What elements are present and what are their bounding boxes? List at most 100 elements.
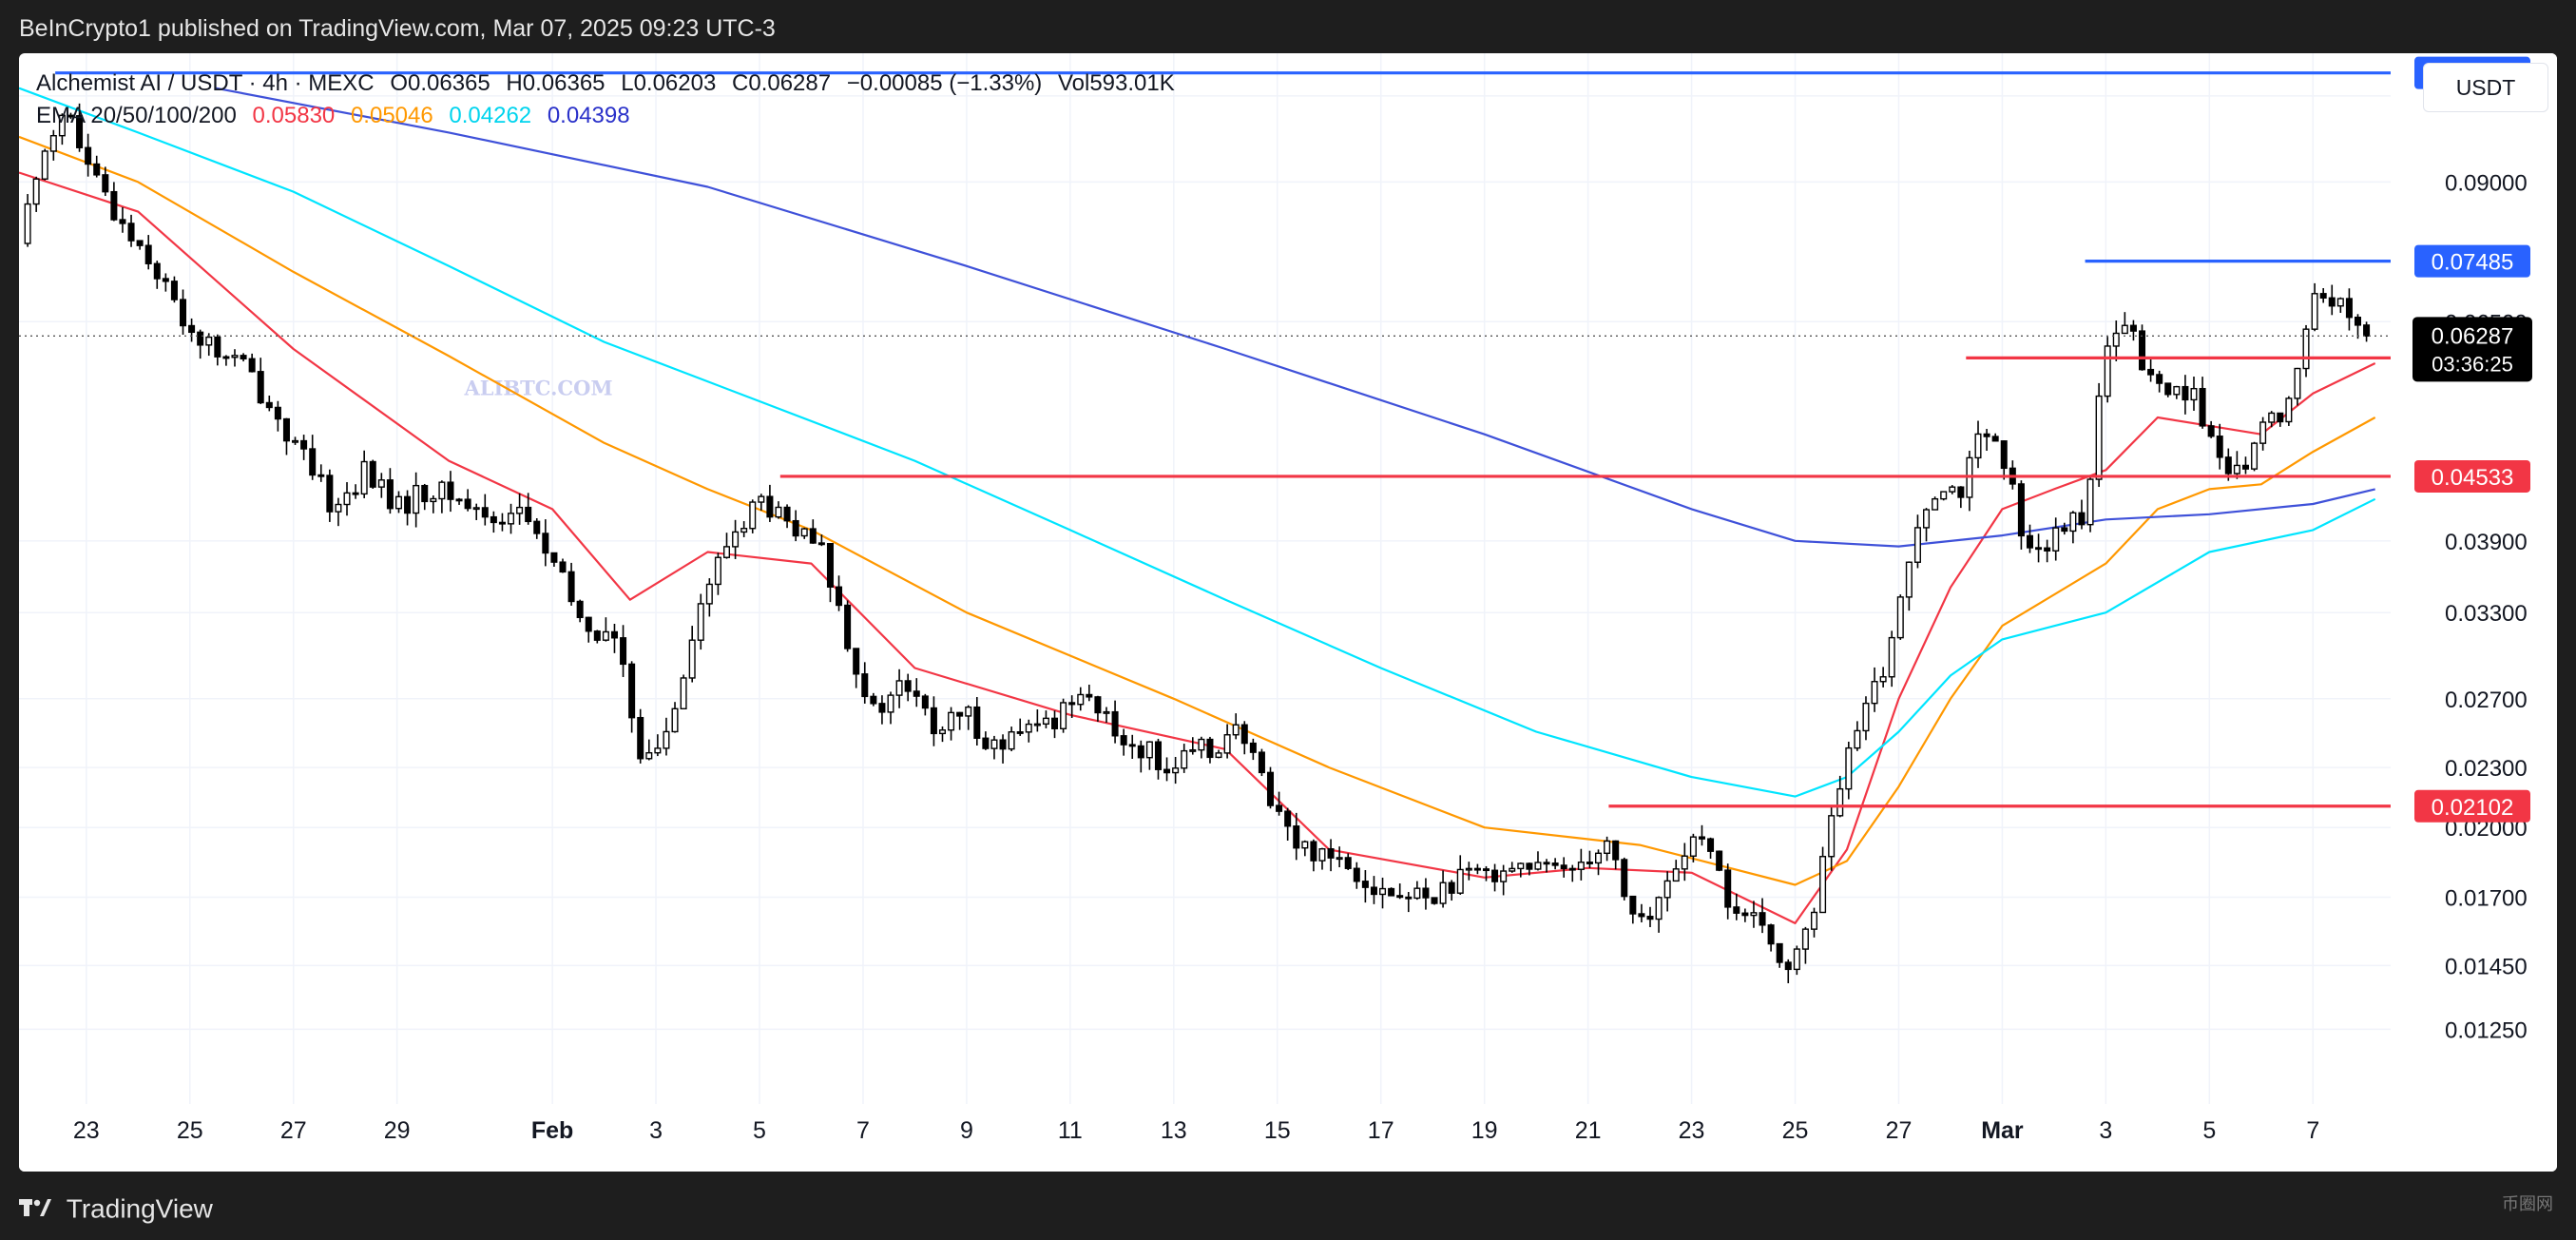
ema-lines [19,87,2376,925]
candle-down [1482,865,1490,882]
candle-body [153,262,161,280]
price-tick-label: 0.01700 [2445,886,2528,912]
candle-down [1293,812,1300,861]
candle-body [1181,749,1188,769]
chart-panel[interactable]: ALIBTC.COM0.110000.090000.065000.039000.… [19,53,2557,1172]
candle-up [1033,709,1041,732]
price-tick-label: 0.02700 [2445,688,2528,713]
key-level-badge-label: 0.07485 [2432,250,2514,276]
candle-up [732,519,740,559]
candle-down [550,552,558,567]
candle-body [282,417,290,442]
currency-selector-button[interactable]: USDT [2423,63,2548,112]
tradingview-brand[interactable]: TradingView [19,1192,213,1225]
candle-down [300,435,308,460]
candle-up [413,472,420,528]
candle-body [2285,397,2293,423]
candle-body [300,439,308,450]
time-tick-label: 9 [960,1117,973,1144]
candle-up [1655,896,1663,933]
candle-up [1879,667,1887,688]
candle-down [67,112,74,120]
candle-body [938,729,947,735]
candle-down [610,624,618,653]
time-tick-label: 25 [177,1117,203,1144]
candle-down [542,519,549,567]
candle-down [1621,857,1628,901]
candle-body [2294,367,2301,399]
candle-up [645,739,653,761]
candle-up [2259,417,2267,451]
candle-up [1198,736,1205,759]
candle-body [1689,836,1697,857]
candle-body [853,648,860,675]
candle-body [1663,880,1671,899]
candle-up [740,521,748,537]
publisher-line: BeInCrypto1 published on TradingView.com… [19,15,776,42]
candle-down [1560,857,1567,878]
candle-up [1439,870,1447,908]
candle-body [1698,836,1705,840]
candle-body [895,680,903,696]
candle-body [2328,297,2336,307]
time-tick-label: 21 [1575,1117,1602,1144]
candle-body [2173,385,2181,396]
legend-symbol: Alchemist AI / USDT · 4h · MEXC [36,70,375,96]
candle-up [1379,877,1387,909]
candle-up [688,626,696,683]
candle-up [2294,367,2301,406]
candle-body [1784,961,1792,971]
legend-ema50-value: 0.05046 [350,103,433,128]
candle-body [1388,887,1395,897]
candle-body [1612,840,1620,861]
candle-down [1163,757,1171,782]
candle-body [1534,862,1542,870]
candle-body [1854,729,1861,749]
candle-down [2139,324,2146,371]
grid-lines [19,53,2391,1104]
candle-down [2017,480,2025,550]
candle-body [1750,912,1758,917]
candle-up [1940,491,1948,501]
last-price-countdown: 03:36:25 [2432,352,2513,376]
candle-body [1276,804,1283,812]
candle-body [1120,735,1127,746]
time-tick-label: 3 [649,1117,663,1144]
candle-body [1828,815,1836,858]
candle-body [481,507,489,518]
candle-body [1621,859,1628,898]
candle-up [1750,901,1758,928]
candle-down [1551,858,1559,870]
candle-down [85,133,92,177]
candle-up [1413,881,1421,901]
candle-up [1103,707,1110,723]
price-chart[interactable]: ALIBTC.COM0.110000.090000.065000.039000.… [19,53,2557,1172]
candle-down [904,673,912,702]
candle-up [2285,396,2293,426]
candle-body [1991,436,1999,442]
candle-body [783,506,791,522]
candle-body [309,448,317,476]
candle-body [567,571,575,603]
candle-body [205,336,213,346]
candle-down [1983,429,1990,452]
candle-body [1198,738,1205,751]
candle-body [1379,887,1387,896]
candle-body [2086,478,2094,526]
time-tick-label: 11 [1058,1117,1083,1144]
candle-down [2216,423,2223,470]
price-tick-label: 0.01450 [2445,954,2528,979]
candle-up [938,726,947,743]
candle-up [749,499,757,533]
candle-up [472,503,480,520]
candle-down [559,558,567,573]
candle-down [982,731,990,750]
candle-up [758,494,765,511]
candle-down [1991,433,1999,442]
candle-body [1370,886,1377,896]
candle-up [343,482,351,516]
candle-body [67,114,74,118]
time-tick-label: 27 [280,1117,307,1144]
candle-body [1405,896,1413,900]
candle-down [2363,321,2371,342]
